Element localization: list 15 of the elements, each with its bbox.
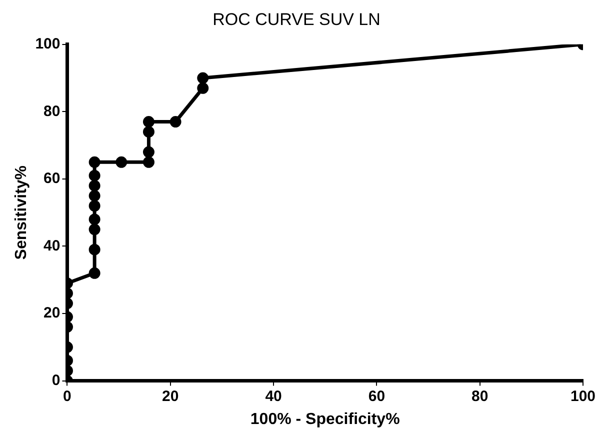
x-axis-title: 100% - Specificity% [250, 410, 400, 428]
x-tick-label: 100 [570, 388, 596, 405]
y-tick-label: 80 [44, 102, 60, 120]
x-tick-label: 40 [265, 388, 282, 405]
x-tick-label: 60 [368, 388, 386, 405]
y-tick-label: 0 [52, 372, 60, 389]
x-tick-label: 80 [472, 388, 488, 405]
x-tick-label: 20 [162, 388, 179, 405]
x-tick-label: 0 [63, 388, 72, 405]
y-tick-label: 100 [35, 36, 60, 53]
y-axis-title: Sensitivity% [13, 165, 30, 260]
y-tick-label: 60 [44, 170, 60, 188]
y-tick-label: 40 [44, 237, 60, 254]
chart-title: ROC CURVE SUV LN [212, 10, 380, 29]
y-tick-label: 20 [44, 304, 60, 322]
